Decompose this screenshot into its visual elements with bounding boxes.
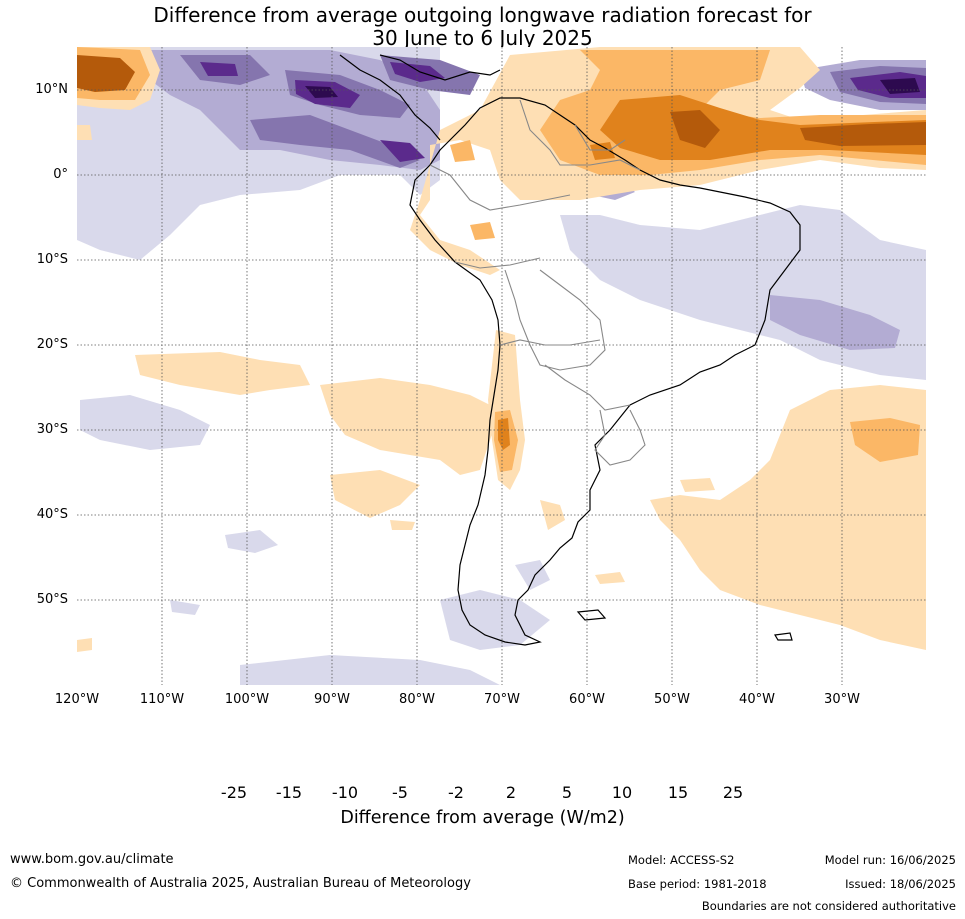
lon-label: 120°W bbox=[54, 692, 100, 707]
model-run-text: Model run: 16/06/2025 bbox=[824, 853, 956, 867]
island bbox=[774, 632, 793, 641]
colorbar-title: Difference from average (W/m2) bbox=[340, 808, 625, 828]
lat-label: 40°S bbox=[36, 507, 68, 522]
map-figure bbox=[77, 47, 926, 685]
colorbar-tick: 10 bbox=[611, 783, 633, 802]
border bbox=[454, 257, 541, 269]
country-borders bbox=[429, 99, 646, 466]
anomaly-region bbox=[450, 140, 475, 162]
lat-label: 50°S bbox=[36, 592, 68, 607]
lat-label: 0° bbox=[53, 167, 68, 182]
anomaly-region bbox=[515, 560, 550, 590]
title-line-2: 30 June to 6 July 2025 bbox=[372, 26, 593, 50]
colorbar-tick: -5 bbox=[392, 783, 408, 802]
colorbar-tick: -2 bbox=[448, 783, 464, 802]
anomaly-region bbox=[250, 115, 420, 168]
website-link[interactable]: www.bom.gov.au/climate bbox=[10, 852, 174, 867]
anomaly-region bbox=[225, 530, 278, 553]
anomaly-region bbox=[770, 295, 900, 350]
colorbar-tick: -10 bbox=[331, 783, 359, 802]
lat-label: 30°S bbox=[36, 422, 68, 437]
falkland-islands bbox=[576, 609, 607, 621]
border bbox=[544, 364, 631, 411]
lon-label: 80°W bbox=[399, 692, 435, 707]
anomaly-region bbox=[170, 600, 200, 615]
colorbar-tick: 2 bbox=[505, 783, 517, 802]
issued-text: Issued: 18/06/2025 bbox=[845, 877, 956, 891]
lat-label: 20°S bbox=[36, 337, 68, 352]
anomaly-region bbox=[670, 110, 720, 148]
lon-label: 50°W bbox=[654, 692, 690, 707]
anomaly-region bbox=[390, 62, 445, 82]
anomaly-region bbox=[800, 122, 926, 146]
lon-label: 30°W bbox=[824, 692, 860, 707]
disclaimer-text: Boundaries are not considered authoritat… bbox=[701, 899, 956, 913]
lon-label: 40°W bbox=[739, 692, 775, 707]
colorbar-tick: -25 bbox=[220, 783, 248, 802]
border bbox=[594, 409, 646, 466]
anomaly-region bbox=[77, 125, 92, 140]
anomaly-region bbox=[498, 418, 510, 450]
anomaly-region bbox=[320, 378, 500, 475]
anomaly-region bbox=[595, 572, 625, 584]
map-title: Difference from average outgoing longwav… bbox=[0, 4, 965, 50]
border bbox=[574, 124, 626, 151]
anomaly-region bbox=[470, 222, 495, 240]
border bbox=[504, 269, 606, 371]
lon-label: 110°W bbox=[139, 692, 185, 707]
border bbox=[429, 164, 571, 211]
anomaly-region bbox=[135, 352, 310, 395]
anomaly-region bbox=[540, 500, 565, 530]
anomaly-region bbox=[680, 478, 715, 492]
copyright-text: © Commonwealth of Australia 2025, Austra… bbox=[10, 876, 471, 891]
anomaly-region bbox=[240, 655, 500, 685]
lon-label: 60°W bbox=[569, 692, 605, 707]
lat-label: 10°N bbox=[35, 82, 68, 97]
border bbox=[519, 99, 641, 171]
anomaly-region bbox=[200, 62, 238, 76]
anomaly-region bbox=[440, 590, 550, 650]
colorbar-tick: 25 bbox=[722, 783, 744, 802]
anomaly-region bbox=[77, 55, 135, 92]
anomaly-region bbox=[80, 395, 210, 450]
anomaly-region bbox=[590, 142, 615, 160]
lon-label: 90°W bbox=[314, 692, 350, 707]
anomaly-region bbox=[390, 520, 415, 530]
anomaly-layer bbox=[77, 47, 926, 685]
colorbar-tick: 15 bbox=[667, 783, 689, 802]
anomaly-region bbox=[330, 470, 420, 518]
central-america-coast bbox=[339, 54, 501, 141]
anomaly-region bbox=[380, 140, 425, 162]
anomaly-region bbox=[77, 638, 92, 652]
colorbar-tick: 5 bbox=[561, 783, 573, 802]
model-text: Model: ACCESS-S2 bbox=[628, 853, 735, 867]
colorbar-tick: -15 bbox=[275, 783, 303, 802]
anomaly-region bbox=[650, 385, 926, 650]
base-period-text: Base period: 1981-2018 bbox=[628, 877, 767, 891]
lat-label: 10°S bbox=[36, 252, 68, 267]
anomaly-region bbox=[305, 86, 338, 98]
lon-label: 70°W bbox=[484, 692, 520, 707]
lon-label: 100°W bbox=[224, 692, 270, 707]
title-line-1: Difference from average outgoing longwav… bbox=[153, 3, 812, 27]
border bbox=[499, 339, 601, 346]
anomaly-region bbox=[850, 418, 920, 462]
